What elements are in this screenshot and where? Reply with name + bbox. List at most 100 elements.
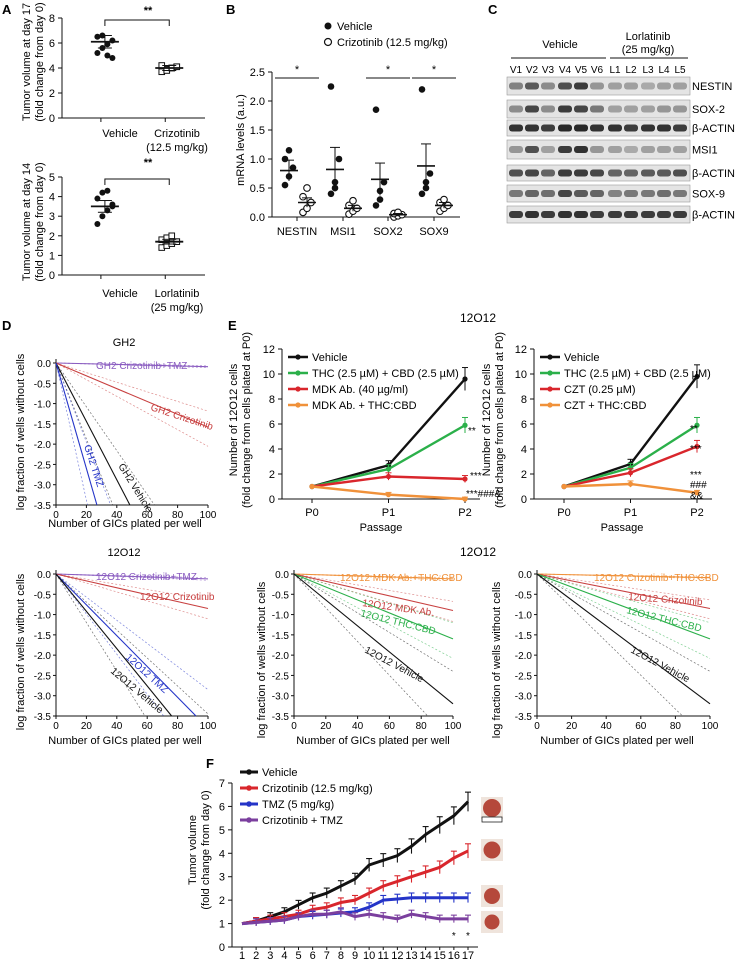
c-band bbox=[541, 190, 555, 197]
e-left-ytick-label: 10 bbox=[263, 369, 275, 381]
c-band bbox=[525, 211, 539, 218]
a-top-ytick-label: 0 bbox=[49, 113, 55, 125]
a-bottom-point bbox=[94, 221, 101, 228]
d2a-ytick-label: -3.0 bbox=[34, 692, 52, 703]
d2c-ytick-label: -1.5 bbox=[515, 631, 533, 642]
b-ytick-label: 2.0 bbox=[250, 96, 265, 108]
a-top-point bbox=[109, 55, 116, 61]
d-gh2-title: GH2 bbox=[113, 337, 136, 349]
panel-label-e: E bbox=[228, 318, 237, 333]
f-legend-marker bbox=[246, 817, 252, 823]
d2c-fit-line bbox=[536, 573, 711, 640]
c-band bbox=[509, 169, 523, 177]
d2b-ylabel: log fraction of wells without cells bbox=[256, 581, 268, 738]
c-blot: V1 V2 V3 V4 V5 V6 L1 L2 L3 L4 L5 NESTIN SOX-2 β-ACTIN… bbox=[506, 65, 735, 224]
c-band bbox=[541, 146, 555, 153]
b-point-crizotinib bbox=[299, 192, 307, 201]
c-band bbox=[657, 190, 671, 197]
d2b-ytick-label: -2.5 bbox=[272, 671, 290, 682]
b-point-vehicle bbox=[281, 155, 289, 163]
c-band bbox=[641, 169, 655, 177]
a-top-ytick-label: 8 bbox=[49, 13, 55, 25]
a-top-point bbox=[94, 50, 101, 56]
a-bottom-ytick-label: 4 bbox=[49, 192, 55, 204]
panel-d-12o12-b: 12O12 log fraction of wells without cell… bbox=[256, 545, 496, 747]
e-left-legend-marker bbox=[295, 354, 301, 360]
d2a-ci-line bbox=[55, 573, 209, 601]
e-right-sig: && bbox=[690, 491, 704, 502]
c-band bbox=[641, 190, 655, 197]
c-lane-label: V2 bbox=[526, 65, 539, 76]
c-group-vehicle: Vehicle bbox=[542, 39, 577, 51]
d-gh2-xlabel: Number of GICs plated per well bbox=[48, 518, 201, 530]
e-right-xtick-label: P1 bbox=[624, 507, 637, 519]
d2c-line-label: 12O12 Vehicle bbox=[629, 645, 692, 685]
c-band bbox=[509, 105, 523, 113]
c-band bbox=[574, 146, 588, 153]
a-top-ylabel-2: (fold change from day 0) bbox=[34, 2, 46, 121]
e-right-series-point bbox=[561, 483, 567, 490]
c-group-lorlatinib-dose: (25 mg/kg) bbox=[622, 44, 675, 56]
c-band bbox=[608, 211, 622, 218]
d2a-ytick-label: -1.0 bbox=[34, 611, 52, 622]
d-gh2-ytick-label: -3.0 bbox=[34, 481, 52, 492]
d-gh2-xtick-label: 60 bbox=[142, 510, 154, 521]
b-point-vehicle bbox=[289, 164, 297, 171]
e-left-ytick-label: 6 bbox=[269, 419, 275, 431]
a-top-sig: ** bbox=[144, 5, 153, 17]
d2b-ci-line bbox=[293, 573, 454, 602]
b-point-vehicle bbox=[327, 83, 335, 90]
d-gh2-ylabel: log fraction of wells without cells bbox=[15, 353, 27, 510]
b-point-crizotinib bbox=[349, 196, 357, 205]
e-right-ytick-label: 12 bbox=[515, 344, 527, 356]
e-right-series-line bbox=[563, 424, 698, 488]
c-row-label: MSI1 bbox=[692, 145, 718, 157]
f-xtick-label: 4 bbox=[281, 950, 287, 961]
d2a-ci-line bbox=[55, 573, 209, 715]
a-top-xlabel-crizotinib: Crizotinib bbox=[154, 128, 200, 140]
d2c-xtick-label: 20 bbox=[566, 721, 578, 732]
d2a-xlabel: Number of GICs plated per well bbox=[48, 735, 201, 747]
c-band bbox=[574, 169, 588, 177]
d-gh2-xtick-label: 40 bbox=[111, 510, 123, 521]
c-band bbox=[657, 105, 671, 113]
c-lane-label: V5 bbox=[575, 65, 588, 76]
c-band bbox=[657, 124, 671, 132]
e-title: 12O12 bbox=[460, 311, 496, 325]
e-left-ytick-label: 8 bbox=[269, 394, 275, 406]
f-xtick-label: 14 bbox=[420, 950, 432, 961]
c-band bbox=[525, 124, 539, 132]
f-ytick-label: 5 bbox=[219, 825, 225, 837]
c-band bbox=[624, 169, 638, 177]
c-band bbox=[590, 82, 604, 90]
f-legend-label: TMZ (5 mg/kg) bbox=[262, 799, 334, 811]
c-band bbox=[574, 190, 588, 197]
f-xtick-label: 16 bbox=[448, 950, 460, 961]
d2c-ytick-label: -2.0 bbox=[515, 651, 533, 662]
d-gh2-ytick-label: -1.0 bbox=[34, 400, 52, 411]
panel-d-12o12-c: log fraction of wells without cells Numb… bbox=[491, 570, 719, 747]
e-left-legend-marker bbox=[295, 402, 301, 408]
f-xtick-label: 15 bbox=[434, 950, 446, 961]
f-tumor-photo bbox=[483, 841, 501, 859]
d2c-ytick-label: -2.5 bbox=[515, 671, 533, 682]
c-row-label: NESTIN bbox=[692, 81, 732, 93]
c-row-label: β-ACTIN bbox=[692, 210, 735, 222]
e-right-legend-label: CZT + THC:CBD bbox=[564, 400, 646, 412]
c-band bbox=[673, 105, 687, 113]
d2a-ci-line bbox=[55, 573, 164, 717]
c-band bbox=[574, 124, 588, 132]
b-point-vehicle bbox=[372, 106, 380, 113]
d2c-ci-line bbox=[536, 573, 711, 624]
d-gh2-ci-line bbox=[55, 362, 111, 506]
a-bottom-ytick-label: 1 bbox=[49, 250, 55, 262]
f-legend-label: Crizotinib + TMZ bbox=[262, 815, 343, 827]
e-right-axes: 0 2 4 6 8 10 12 P0 P1 P2 Vehicle THC (2.5 µM) + CBD… bbox=[515, 344, 712, 519]
f-ytick-label: 4 bbox=[219, 848, 225, 860]
d2a-ytick-label: 0.0 bbox=[37, 570, 51, 581]
e-left-xtick-label: P0 bbox=[305, 507, 318, 519]
c-band bbox=[624, 146, 638, 153]
f-ylabel-2: (fold change from day 0) bbox=[200, 790, 212, 909]
f-xtick-label: 3 bbox=[267, 950, 273, 961]
b-ylabel: mRNA levels (a.u.) bbox=[235, 94, 247, 186]
